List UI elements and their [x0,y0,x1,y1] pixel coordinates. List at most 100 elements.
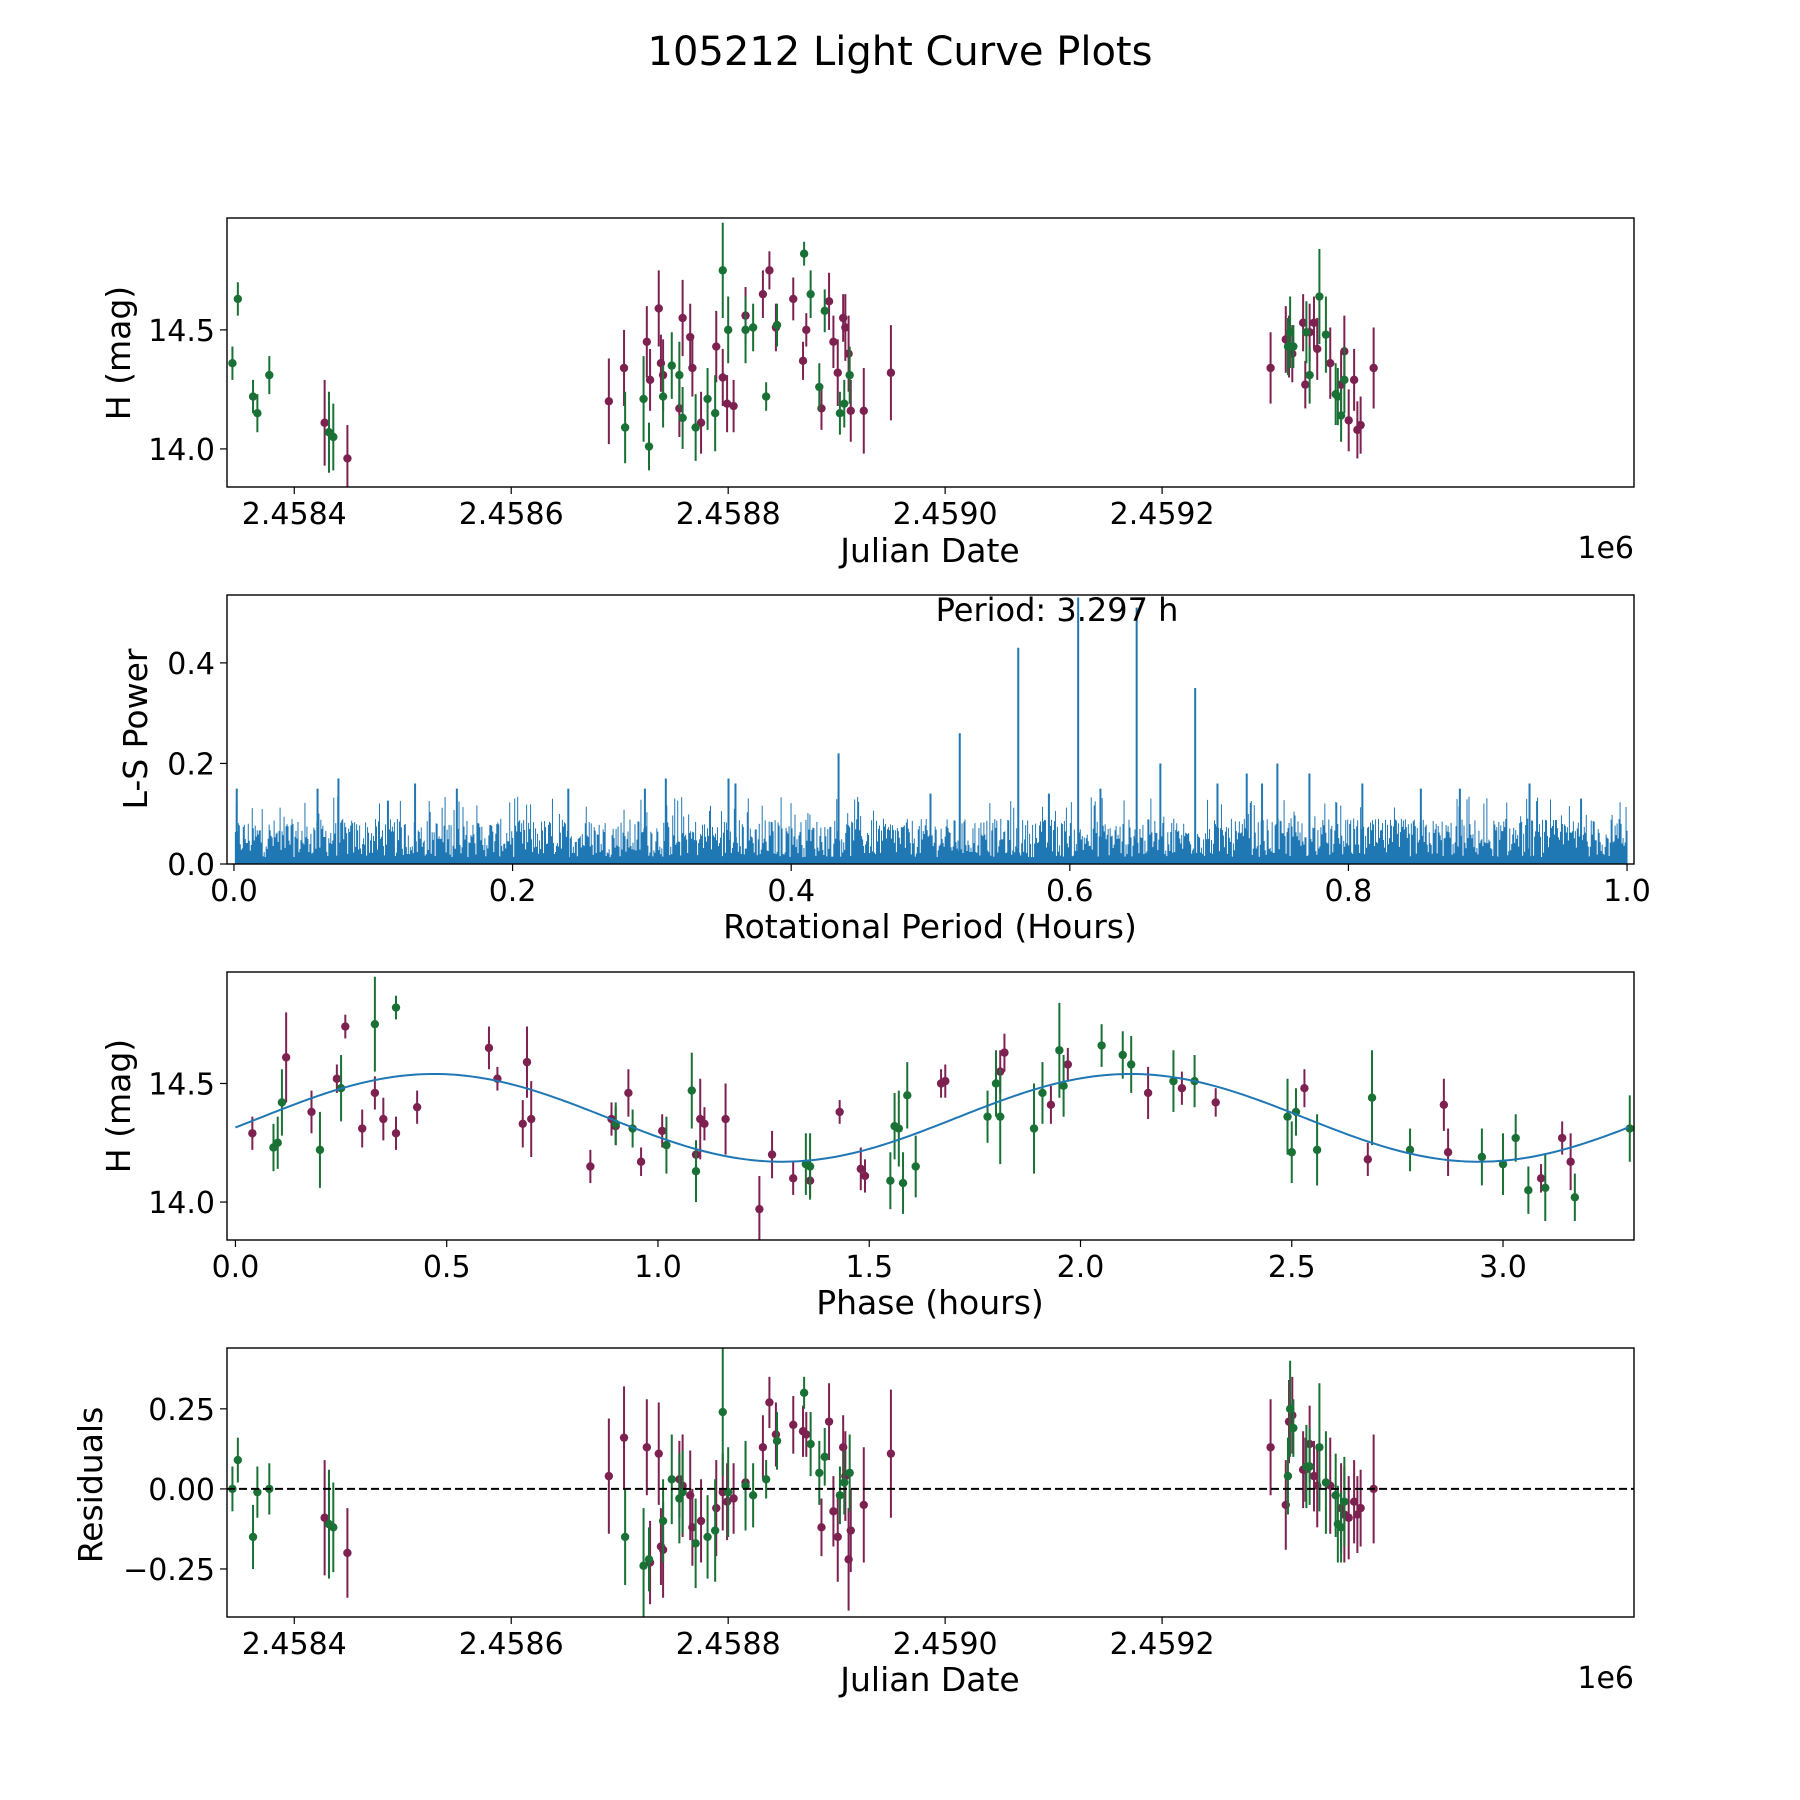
data-point-filter-o [688,363,697,373]
data-point-filter-c [658,392,668,401]
data-point-filter-c [1285,328,1295,337]
period-annotation: Period: 3.297 h [936,591,1179,629]
data-point-filter-o [619,1433,629,1442]
p1-xlabel: Julian Date [838,531,1020,570]
x-tick-label: 3.0 [1479,1250,1527,1285]
p3-axes-frame [226,971,1635,1241]
data-point-filter-o [722,1497,732,1506]
data-point-filter-c [691,1539,700,1548]
panel-periodogram: 0.0 0.2 0.4 0.6 0.8 1.0 0.0 0.2 0.4 Period: 3.29… [116,591,1651,946]
data-point-filter-c [691,1167,701,1176]
data-point-filter-o [696,1516,706,1526]
data-point-filter-c [894,1124,904,1133]
data-point-filter-o [835,1107,844,1117]
data-point-filter-o [1266,1443,1275,1452]
data-point-filter-o [1356,420,1365,430]
x-tick-label: 0.5 [423,1250,471,1285]
p3-xlabel: Phase (hours) [816,1283,1044,1322]
data-point-filter-o [412,1102,422,1112]
data-point-filter-c [1038,1088,1047,1098]
data-point-filter-c [329,432,338,442]
data-point-filter-o [1566,1157,1575,1166]
data-point-filter-c [1029,1124,1039,1133]
data-point-filter-o [343,454,352,463]
data-point-filter-c [703,394,712,404]
data-point-filter-c [1126,1060,1136,1069]
data-point-filter-c [248,1532,258,1542]
data-point-filter-c [620,423,630,432]
figure-title: 105212 Light Curve Plots [648,29,1153,75]
y-tick-label: 14.0 [148,433,215,468]
p2-plot-content [234,597,1628,864]
data-point-filter-o [688,1523,697,1532]
data-point-filter-c [983,1112,992,1121]
data-point-filter-o [686,332,695,342]
p4-axes-frame [226,1347,1635,1618]
data-point-filter-c [840,399,849,408]
data-point-filter-o [729,1494,738,1503]
data-point-filter-o [484,1043,494,1053]
p3-plot-content [235,976,1634,1240]
data-point-filter-o [829,337,838,346]
data-point-filter-o [1369,363,1378,373]
data-point-filter-c [820,1452,829,1462]
panel-lightcurve-time: 2.4584 2.4586 2.4588 2.4590 2.4592 14.0 14.5 J… [99,217,1635,570]
data-point-filter-c [273,1138,282,1147]
data-point-filter-c [840,1478,849,1487]
data-point-filter-c [265,370,274,380]
data-point-filter-o [642,337,652,346]
data-point-filter-o [859,1500,868,1510]
data-point-filter-o [802,325,811,335]
data-point-filter-c [644,1555,654,1564]
y-tick-label: 0.25 [148,1393,215,1428]
data-point-filter-c [687,1086,696,1095]
data-point-filter-c [1333,392,1343,401]
data-point-filter-o [320,1513,329,1522]
data-point-filter-o [645,375,655,385]
data-point-filter-o [1177,1084,1187,1093]
data-point-filter-c [662,1140,671,1150]
data-point-filter-c [253,409,262,418]
p1-x-offset-label: 1e6 [1577,531,1634,566]
y-tick-label: 0.0 [167,848,215,883]
x-tick-label: 2.4584 [242,497,347,532]
x-tick-label: 0.8 [1325,874,1373,909]
data-point-filter-c [886,1176,895,1185]
data-point-filter-c [675,1494,684,1503]
data-point-filter-o [358,1124,367,1133]
data-point-filter-o [789,1420,798,1430]
data-point-filter-c [1541,1183,1550,1193]
data-point-filter-o [642,1443,652,1452]
data-point-filter-o [1313,344,1322,354]
data-point-filter-o [248,1129,257,1138]
x-tick-label: 2.4586 [459,1627,564,1662]
data-point-filter-c [1570,1193,1580,1202]
data-point-filter-c [253,1487,262,1497]
data-point-filter-o [1344,416,1353,425]
data-point-filter-c [1336,1523,1346,1532]
data-point-filter-o [700,1119,709,1128]
data-point-filter-o [767,1150,777,1159]
data-point-filter-o [860,1171,870,1181]
data-point-filter-o [758,289,768,299]
data-point-filter-c [1312,1145,1322,1155]
data-point-filter-o [1211,1098,1220,1107]
data-point-filter-o [841,323,850,332]
data-point-filter-o [307,1107,316,1117]
data-point-filter-o [1443,1148,1453,1157]
x-tick-label: 0.4 [767,874,815,909]
data-point-filter-o [712,1503,721,1513]
data-point-filter-o [624,1088,633,1098]
data-point-filter-c [718,266,727,275]
data-point-filter-o [844,349,853,358]
data-point-filter-o [657,1126,667,1136]
data-point-filter-c [761,392,771,401]
data-point-filter-o [370,1088,380,1098]
data-point-filter-c [233,294,243,304]
data-point-filter-c [667,1475,676,1484]
p4-ylabel: Residuals [71,1407,110,1564]
data-point-filter-o [1363,1155,1373,1164]
data-point-filter-o [1536,1174,1546,1183]
data-point-filter-o [824,297,834,306]
